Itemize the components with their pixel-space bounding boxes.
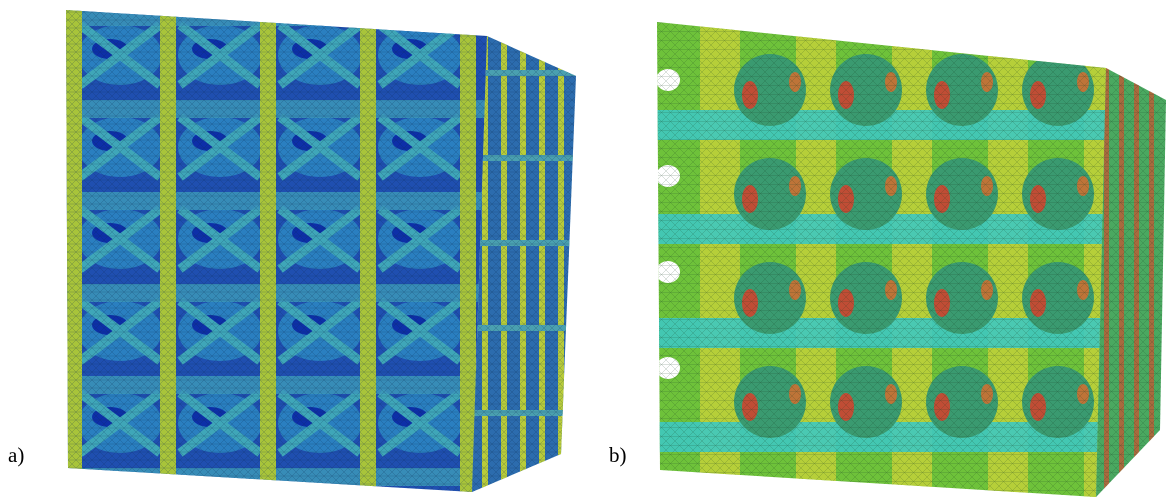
lattice-a — [60, 5, 580, 500]
lattice-b — [650, 15, 1170, 502]
figure: a) b) — [0, 0, 1175, 502]
front-face — [650, 15, 1124, 502]
mesh — [470, 30, 580, 500]
side-face — [470, 30, 580, 500]
panel-label: b) — [609, 443, 627, 467]
panel-label: a) — [8, 443, 24, 467]
front-face — [60, 5, 500, 500]
mesh — [60, 5, 500, 500]
mesh — [650, 15, 1110, 502]
